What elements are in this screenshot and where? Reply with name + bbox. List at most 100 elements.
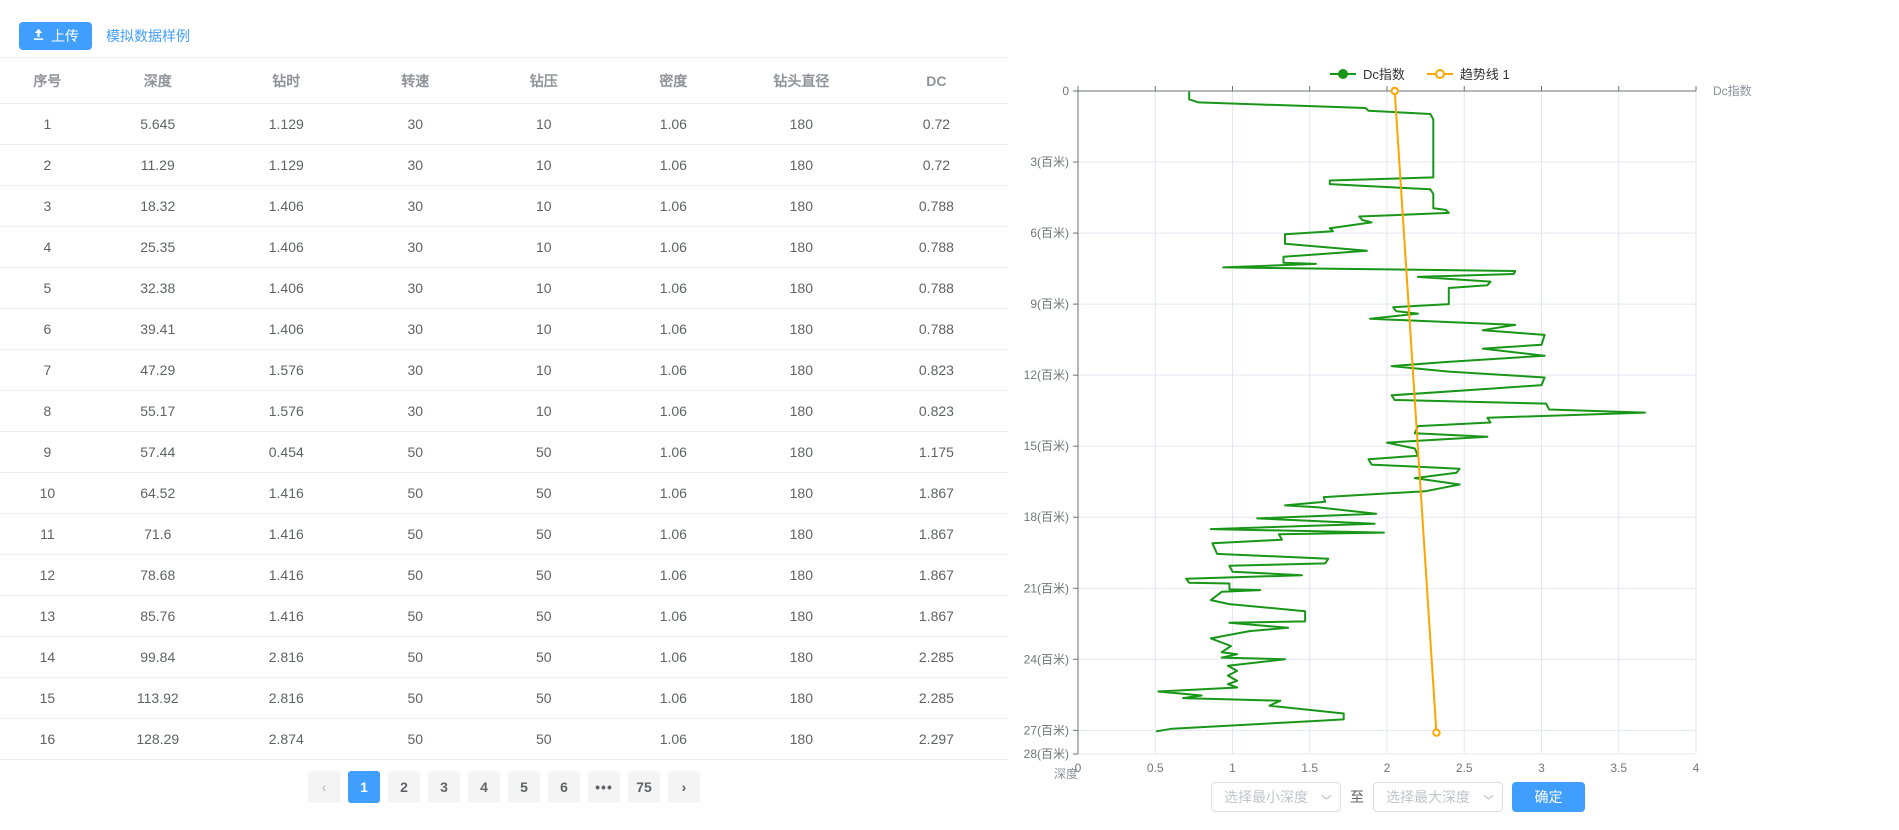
table-cell: 5.645	[94, 103, 221, 145]
pagination-page-1[interactable]: 1	[348, 771, 380, 803]
table-cell: 2.816	[220, 636, 352, 678]
series-point-marker[interactable]	[1390, 86, 1399, 96]
table-row[interactable]: 1 5.645 1.129 30 10 1.06 180 0.72	[0, 103, 1008, 145]
table-cell: 10	[478, 144, 609, 186]
table-cell: 15	[0, 677, 95, 719]
table-cell: 180	[737, 308, 865, 350]
x-axis-tick-label: 3	[1538, 761, 1545, 775]
table-row[interactable]: 9 57.44 0.454 50 50 1.06 180 1.175	[0, 431, 1008, 473]
table-cell: 12	[0, 554, 95, 596]
pagination-page-3[interactable]: 3	[428, 771, 460, 803]
table-cell: 3	[0, 185, 95, 227]
table-cell: 50	[478, 554, 609, 596]
y-axis-name: 深度	[1054, 766, 1078, 781]
pagination-page-75[interactable]: 75	[628, 771, 660, 803]
table-row[interactable]: 13 85.76 1.416 50 50 1.06 180 1.867	[0, 595, 1008, 637]
table-row[interactable]: 16 128.29 2.874 50 50 1.06 180 2.297	[0, 718, 1008, 760]
table-row[interactable]: 5 32.38 1.406 30 10 1.06 180 0.788	[0, 267, 1008, 309]
table-row[interactable]: 10 64.52 1.416 50 50 1.06 180 1.867	[0, 472, 1008, 514]
table-row[interactable]: 3 18.32 1.406 30 10 1.06 180 0.788	[0, 185, 1008, 227]
table-cell: 10	[478, 349, 609, 391]
table-row[interactable]: 8 55.17 1.576 30 10 1.06 180 0.823	[0, 390, 1008, 432]
table-cell: 180	[737, 718, 865, 760]
table-cell: 2.285	[864, 677, 1008, 719]
table-cell: 180	[737, 144, 865, 186]
sample-data-link[interactable]: 模拟数据样例	[106, 28, 190, 44]
table-row[interactable]: 14 99.84 2.816 50 50 1.06 180 2.285	[0, 636, 1008, 678]
upload-button[interactable]: 上传	[19, 22, 92, 50]
table-cell: 50	[351, 636, 479, 678]
table-row[interactable]: 4 25.35 1.406 30 10 1.06 180 0.788	[0, 226, 1008, 268]
depth-range-controls: 选择最小深度 至 选择最大深度 确定	[1211, 782, 1585, 812]
table-cell: 180	[737, 554, 865, 596]
table-cell: 1.06	[608, 431, 738, 473]
y-axis-tick-label: 9(百米)	[1030, 297, 1069, 311]
table-cell: 0.454	[220, 431, 352, 473]
series-line-2[interactable]	[1393, 90, 1438, 734]
table-cell: 39.41	[94, 308, 221, 350]
table-row[interactable]: 6 39.41 1.406 30 10 1.06 180 0.788	[0, 308, 1008, 350]
pagination-page-5[interactable]: 5	[508, 771, 540, 803]
table-cell: 50	[351, 513, 479, 555]
table-cell: 11	[0, 513, 95, 555]
table-row[interactable]: 15 113.92 2.816 50 50 1.06 180 2.285	[0, 677, 1008, 719]
table-cell: 14	[0, 636, 95, 678]
table-cell: 78.68	[94, 554, 221, 596]
to-label: 至	[1350, 789, 1364, 805]
pagination-prev-button[interactable]: ‹	[308, 771, 340, 803]
table-cell: 30	[351, 185, 479, 227]
table-cell: 1.867	[864, 595, 1008, 637]
pagination-page-2[interactable]: 2	[388, 771, 420, 803]
x-axis-tick-label: 2.5	[1456, 761, 1473, 775]
table-row[interactable]: 11 71.6 1.416 50 50 1.06 180 1.867	[0, 513, 1008, 555]
table-cell: 0.788	[864, 267, 1008, 309]
legend-item-2[interactable]: 趋势线 1	[1426, 64, 1510, 83]
table-cell: 4	[0, 226, 95, 268]
table-cell: 180	[737, 267, 865, 309]
table-cell: 180	[737, 472, 865, 514]
table-cell: 1.06	[608, 636, 738, 678]
table-cell: 1.175	[864, 431, 1008, 473]
table-cell: 0.823	[864, 349, 1008, 391]
upload-button-label: 上传	[51, 28, 79, 44]
table-cell: 180	[737, 349, 865, 391]
table-cell: 1.06	[608, 349, 738, 391]
max-depth-select[interactable]: 选择最大深度	[1373, 782, 1503, 812]
series-point-marker[interactable]	[1432, 728, 1441, 737]
table-row[interactable]: 7 47.29 1.576 30 10 1.06 180 0.823	[0, 349, 1008, 391]
pagination-next-button[interactable]: ›	[668, 771, 700, 803]
table-cell: 18.32	[94, 185, 221, 227]
pagination-page-4[interactable]: 4	[468, 771, 500, 803]
table-cell: 180	[737, 431, 865, 473]
table-row[interactable]: 2 11.29 1.129 30 10 1.06 180 0.72	[0, 144, 1008, 186]
table-cell: 10	[478, 185, 609, 227]
column-header-1: 序号	[0, 57, 95, 104]
legend-item-1[interactable]: Dc指数	[1330, 64, 1405, 83]
table-cell: 50	[351, 554, 479, 596]
min-depth-select[interactable]: 选择最小深度	[1211, 782, 1341, 812]
legend-marker-icon	[1330, 68, 1356, 79]
table-row[interactable]: 12 78.68 1.416 50 50 1.06 180 1.867	[0, 554, 1008, 596]
pagination-ellipsis[interactable]: •••	[588, 771, 620, 803]
table-cell: 0.72	[864, 144, 1008, 186]
series-line-1[interactable]	[1155, 91, 1646, 733]
confirm-button[interactable]: 确定	[1512, 782, 1585, 812]
table-cell: 1	[0, 103, 95, 145]
chevron-down-icon	[1321, 791, 1332, 802]
x-axis-tick-label: 4	[1693, 761, 1700, 775]
table-cell: 180	[737, 185, 865, 227]
table-cell: 5	[0, 267, 95, 309]
x-axis-tick-label: 2	[1384, 761, 1391, 775]
table-cell: 2.285	[864, 636, 1008, 678]
table-cell: 1.406	[220, 267, 352, 309]
table-cell: 1.06	[608, 677, 738, 719]
column-header-3: 钻时	[220, 57, 352, 104]
table-cell: 7	[0, 349, 95, 391]
table-cell: 0.788	[864, 185, 1008, 227]
table-cell: 1.406	[220, 226, 352, 268]
table-cell: 1.06	[608, 226, 738, 268]
table-cell: 1.406	[220, 185, 352, 227]
pagination-page-6[interactable]: 6	[548, 771, 580, 803]
chevron-down-icon	[1483, 791, 1494, 802]
table-cell: 6	[0, 308, 95, 350]
